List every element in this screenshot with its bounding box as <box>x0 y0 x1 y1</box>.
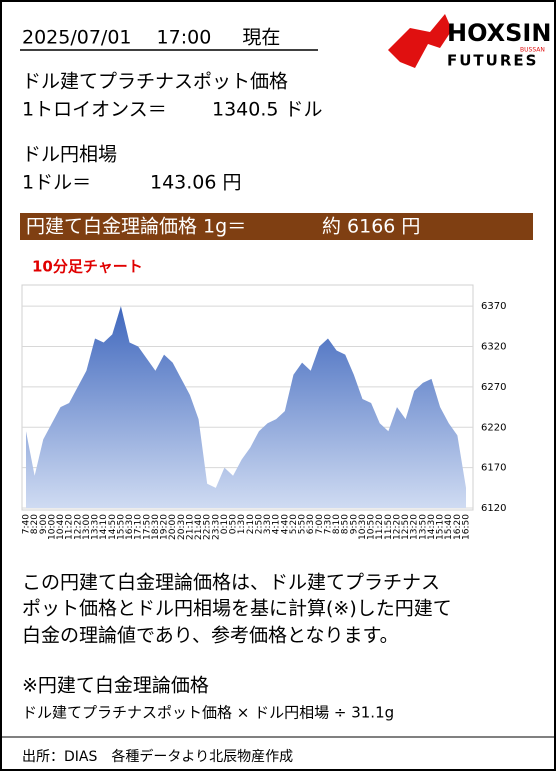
x-tick-label: 14:50 <box>108 514 118 540</box>
logo-sub: BUSSAN <box>520 47 545 54</box>
platinum-unit: 1トロイオンス＝ <box>22 99 167 121</box>
x-tick-label: 11:20 <box>375 514 385 540</box>
x-tick-label: 9:00 <box>39 514 49 534</box>
formula-text: ドル建てプラチナスポット価格 × ドル円相場 ÷ 31.1g <box>22 704 394 722</box>
x-tick-label: 18:30 <box>151 514 161 540</box>
x-tick-label: 7:00 <box>315 514 325 534</box>
x-tick-label: 11:50 <box>384 514 394 540</box>
formula-title: ※円建て白金理論価格 <box>22 675 209 697</box>
x-tick-label: 8:50 <box>341 514 351 534</box>
x-tick-label: 21:40 <box>194 514 204 540</box>
x-tick-label: 8:10 <box>332 514 342 534</box>
x-tick-label: 1:30 <box>237 514 247 534</box>
x-tick-label: 11:20 <box>65 514 75 540</box>
x-tick-label: 20:00 <box>168 514 178 540</box>
datetime: 2025/07/01 17:00 現在 <box>22 27 280 49</box>
x-tick-label: 16:50 <box>462 514 472 540</box>
x-tick-label: 14:10 <box>99 514 109 540</box>
x-tick-label: 10:00 <box>47 514 57 540</box>
x-tick-label: 16:20 <box>453 514 463 540</box>
y-tick-label: 6170 <box>481 463 506 474</box>
platinum-value: 1340.5 ドル <box>212 99 323 121</box>
x-tick-label: 13:00 <box>82 514 92 540</box>
y-tick-label: 6220 <box>481 422 506 433</box>
y-tick-label: 6370 <box>481 301 506 312</box>
x-tick-label: 2:50 <box>254 514 264 534</box>
y-tick-label: 6320 <box>481 342 506 353</box>
platinum-label: ドル建てプラチナスポット価格 <box>22 71 288 93</box>
x-tick-label: 17:50 <box>142 514 152 540</box>
logo: HOXSIN BUSSAN FUTURES <box>388 14 551 70</box>
usdjpy-value: 143.06 円 <box>150 172 242 194</box>
x-tick-label: 12:50 <box>401 514 411 540</box>
banner <box>20 213 533 240</box>
x-tick-label: 22:50 <box>203 514 213 540</box>
x-tick-label: 23:30 <box>211 514 221 540</box>
logo-tagline: FUTURES <box>447 52 538 70</box>
x-tick-label: 3:30 <box>263 514 273 534</box>
x-tick-label: 10:50 <box>367 514 377 540</box>
x-tick-label: 10:40 <box>56 514 66 540</box>
x-tick-label: 15:40 <box>444 514 454 540</box>
x-tick-label: 9:50 <box>349 514 359 534</box>
x-tick-label: 17:10 <box>134 514 144 540</box>
x-tick-label: 12:20 <box>73 514 83 540</box>
description-line: ポット価格とドル円相場を基に計算(※)した円建て <box>22 598 452 620</box>
logo-swoosh <box>388 14 452 68</box>
x-tick-label: 12:20 <box>392 514 402 540</box>
chart: 6120 6170 6220 6270 6320 6370 7:408:209:0010:0… <box>22 301 507 540</box>
area <box>26 306 466 508</box>
x-tick-label: 16:30 <box>125 514 135 540</box>
x-tick-label: 14:30 <box>427 514 437 540</box>
x-tick-label: 6:30 <box>306 514 316 534</box>
banner-value: 約 6166 円 <box>322 216 420 238</box>
x-tick-label: 2:10 <box>246 514 256 534</box>
usdjpy-label: ドル円相場 <box>22 144 117 166</box>
description-line: 白金の理論値であり、参考価格となります。 <box>22 625 399 647</box>
x-tick-label: 15:50 <box>116 514 126 540</box>
x-tick-label: 7:40 <box>22 514 32 534</box>
x-tick-label: 10:30 <box>358 514 368 540</box>
x-tick-label: 8:20 <box>30 514 40 534</box>
logo-brand: HOXSIN <box>447 19 551 47</box>
x-tick-label: 7:30 <box>323 514 333 534</box>
x-tick-label: 21:10 <box>185 514 195 540</box>
chart-frame <box>21 284 474 511</box>
chart-title: 10分足チャート <box>32 258 143 276</box>
description-line: この円建て白金理論価格は、ドル建てプラチナス <box>22 572 440 594</box>
x-tick-label: 15:10 <box>436 514 446 540</box>
x-tick-label: 13:30 <box>91 514 101 540</box>
y-tick-label: 6120 <box>481 503 506 514</box>
x-tick-label: 4:10 <box>272 514 282 534</box>
x-tick-label: 5:20 <box>289 514 299 534</box>
banner-label: 円建て白金理論価格 1g＝ <box>26 216 246 238</box>
x-tick-label: 19:20 <box>160 514 170 540</box>
y-tick-label: 6270 <box>481 382 506 393</box>
footer-source: 出所：DIAS 各種データより北辰物産作成 <box>22 748 293 765</box>
usdjpy-unit: 1ドル＝ <box>22 172 91 194</box>
x-tick-label: 0:10 <box>220 514 230 534</box>
x-tick-label: 4:40 <box>280 514 290 534</box>
x-tick-label: 20:30 <box>177 514 187 540</box>
x-tick-label: 0:50 <box>229 514 239 534</box>
x-tick-label: 13:20 <box>410 514 420 540</box>
x-tick-label: 5:50 <box>298 514 308 534</box>
x-tick-label: 13:50 <box>418 514 428 540</box>
